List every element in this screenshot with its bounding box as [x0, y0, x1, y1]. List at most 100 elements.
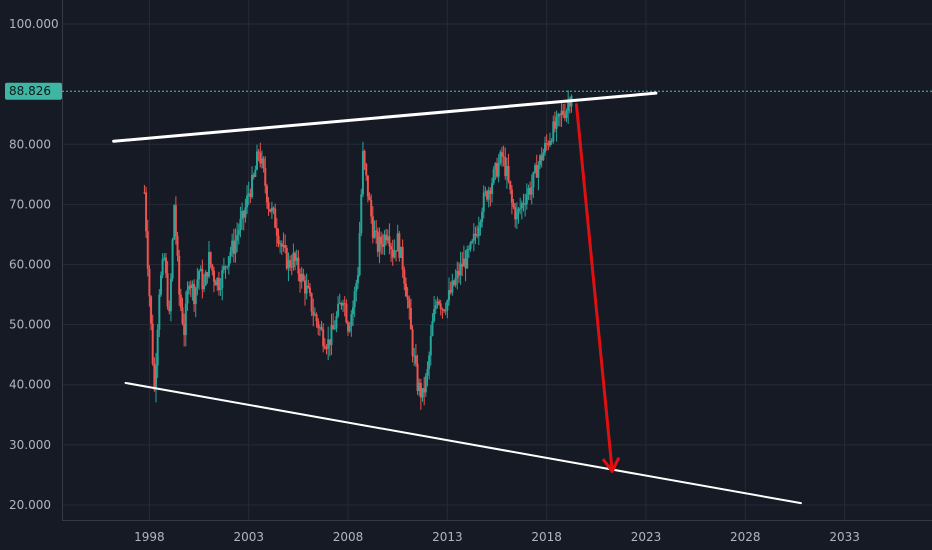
price-axis: 100.000 80.000 70.000 60.000 50.000 40.000 30.… — [9, 17, 59, 512]
candle-body — [289, 260, 292, 267]
candle-body — [370, 200, 373, 217]
candle-body — [520, 203, 523, 209]
candle-body — [272, 207, 275, 209]
candle-body — [295, 257, 298, 261]
candle-body — [229, 251, 232, 257]
candle-body — [356, 275, 359, 284]
candle-body — [391, 249, 394, 258]
candle-body — [568, 102, 571, 107]
candle-body — [535, 165, 538, 178]
x-tick-label: 2023 — [631, 530, 662, 544]
candle-body — [315, 314, 318, 322]
candle-body — [457, 270, 460, 276]
lower-trendline[interactable] — [124, 381, 802, 505]
candle-body — [284, 245, 287, 248]
candle-body — [345, 303, 348, 323]
candle-body — [366, 175, 369, 197]
candle-body — [466, 249, 469, 269]
candle-body — [159, 275, 162, 295]
candle-body — [487, 190, 490, 200]
candle-body — [145, 192, 148, 232]
candle-body — [221, 269, 224, 288]
candle-body — [534, 165, 537, 173]
x-tick-label: 2013 — [432, 530, 463, 544]
candle-body — [307, 285, 310, 288]
x-tick-label: 2003 — [233, 530, 264, 544]
candle-body — [161, 259, 164, 276]
candle-body — [560, 110, 563, 115]
candle-body — [444, 310, 447, 312]
candle-body — [547, 143, 550, 146]
candle-body — [290, 266, 293, 268]
candle-body — [156, 329, 159, 366]
candle-body — [408, 299, 411, 308]
candle-body — [532, 172, 535, 187]
candle-body — [241, 210, 244, 219]
last-price-tag-bg — [5, 82, 62, 100]
candle-body — [219, 287, 222, 291]
candle-body — [476, 235, 479, 237]
candle-body — [555, 116, 558, 129]
candle-body — [552, 121, 555, 142]
candle-body — [558, 114, 561, 116]
x-tick-label: 2033 — [829, 530, 860, 544]
x-tick-label: 1998 — [134, 530, 165, 544]
candle-body — [262, 158, 265, 168]
candle-body — [234, 240, 237, 254]
candle-body — [436, 301, 439, 306]
candle-body — [174, 205, 177, 237]
upper-trendline[interactable] — [112, 91, 658, 143]
candle-body — [494, 163, 497, 170]
candle-body — [292, 252, 295, 268]
candle-body — [443, 309, 446, 311]
candle-body — [188, 285, 191, 290]
candle-body — [211, 264, 214, 271]
y-tick-label: 60.000 — [9, 258, 51, 272]
candle-body — [446, 300, 449, 311]
candle-body — [525, 194, 528, 205]
candle-body — [267, 202, 270, 210]
candle-body — [186, 289, 189, 304]
candle-body — [348, 326, 351, 332]
candle-body — [198, 271, 201, 280]
candle-body — [562, 110, 565, 116]
candle-body — [342, 303, 345, 306]
candle-body — [351, 307, 354, 315]
candle-body — [471, 240, 474, 243]
candle-body — [249, 193, 252, 197]
candle-body — [343, 303, 346, 305]
candle-body — [206, 272, 209, 277]
candle-body — [491, 183, 494, 194]
candle-body — [486, 191, 489, 200]
candle-body — [151, 323, 154, 364]
candle-body — [191, 283, 194, 289]
candle-body — [255, 151, 258, 170]
candle-body — [353, 291, 356, 308]
candle-body — [300, 273, 303, 282]
candle-body — [504, 157, 507, 177]
candle-body — [393, 250, 396, 258]
candle-body — [181, 307, 184, 324]
candle-body — [275, 227, 278, 236]
candle-body — [429, 335, 432, 356]
candle-body — [385, 234, 388, 241]
candle-body — [287, 260, 290, 269]
candle-body — [424, 375, 427, 393]
candle-body — [164, 257, 167, 274]
candle-body — [297, 257, 300, 274]
candle-body — [386, 236, 389, 241]
candle-body — [395, 250, 398, 252]
candle-body — [236, 235, 239, 241]
time-axis: 1998 2003 2008 2013 2018 2023 2028 2033 — [134, 530, 860, 544]
candle-body — [537, 164, 540, 178]
arrow-shaft[interactable] — [574, 103, 614, 473]
candle-body — [259, 152, 262, 164]
candle-body — [209, 252, 212, 265]
candle-body — [375, 230, 378, 232]
candle-body — [302, 273, 305, 281]
candle-body — [464, 258, 467, 269]
candle-body — [204, 272, 207, 286]
candle-body — [431, 321, 434, 336]
last-price-tag-label: 88.826 — [9, 84, 51, 98]
